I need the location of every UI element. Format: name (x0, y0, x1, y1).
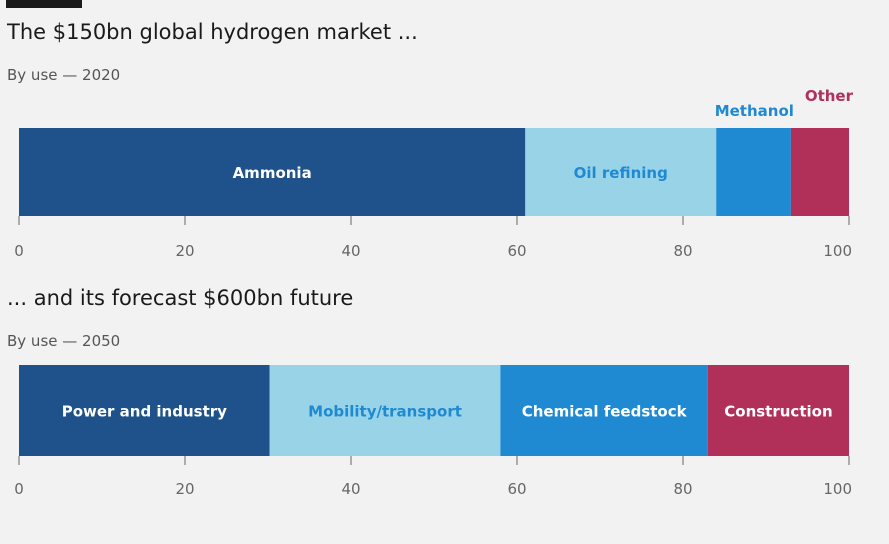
chart-2-segment-label-4: Construction (724, 403, 832, 421)
chart-2-segment-2 (269, 365, 501, 456)
chart-1-segment-2 (525, 128, 717, 216)
chart-1-tick-label-6: 100 (823, 242, 852, 260)
chart-2-subtitle: By use — 2050 (7, 332, 121, 350)
chart-2-segment-1 (19, 365, 270, 456)
chart-2-segment-3 (500, 365, 708, 456)
chart-1-tick-label-5: 80 (673, 242, 692, 260)
chart-1-title: The $150bn global hydrogen market ... (7, 20, 418, 44)
chart-1-segment-label-4: Other (805, 87, 854, 105)
chart-1-segment-4 (790, 128, 849, 216)
chart-2-segment-label-2: Mobility/transport (308, 403, 462, 421)
chart-2-tick-label-3: 40 (341, 480, 360, 498)
chart-1-segment-3 (716, 128, 791, 216)
header-rule (6, 0, 82, 8)
chart-1-segment-label-2: Oil refining (574, 164, 668, 182)
chart-2-tick-label-1: 0 (14, 480, 24, 498)
chart-2-title: ... and its forecast $600bn future (7, 286, 354, 310)
chart-2-tick-label-2: 20 (175, 480, 194, 498)
chart-2-segment-label-3: Chemical feedstock (522, 403, 688, 421)
chart-1-segment-label-3: Methanol (715, 102, 794, 120)
chart-2-tick-label-6: 100 (823, 480, 852, 498)
chart-2-segment-label-1: Power and industry (62, 403, 227, 421)
chart-1-segment-1 (19, 128, 526, 216)
chart-1-tick-label-3: 40 (341, 242, 360, 260)
chart-2-tick-label-4: 60 (507, 480, 526, 498)
chart-1-segment-label-1: Ammonia (233, 164, 312, 182)
chart-2-segment-4 (707, 365, 849, 456)
chart-2-tick-label-5: 80 (673, 480, 692, 498)
chart-1-tick-label-2: 20 (175, 242, 194, 260)
chart-1-tick-label-4: 60 (507, 242, 526, 260)
chart-1-tick-label-1: 0 (14, 242, 24, 260)
chart-1-subtitle: By use — 2020 (7, 66, 121, 84)
